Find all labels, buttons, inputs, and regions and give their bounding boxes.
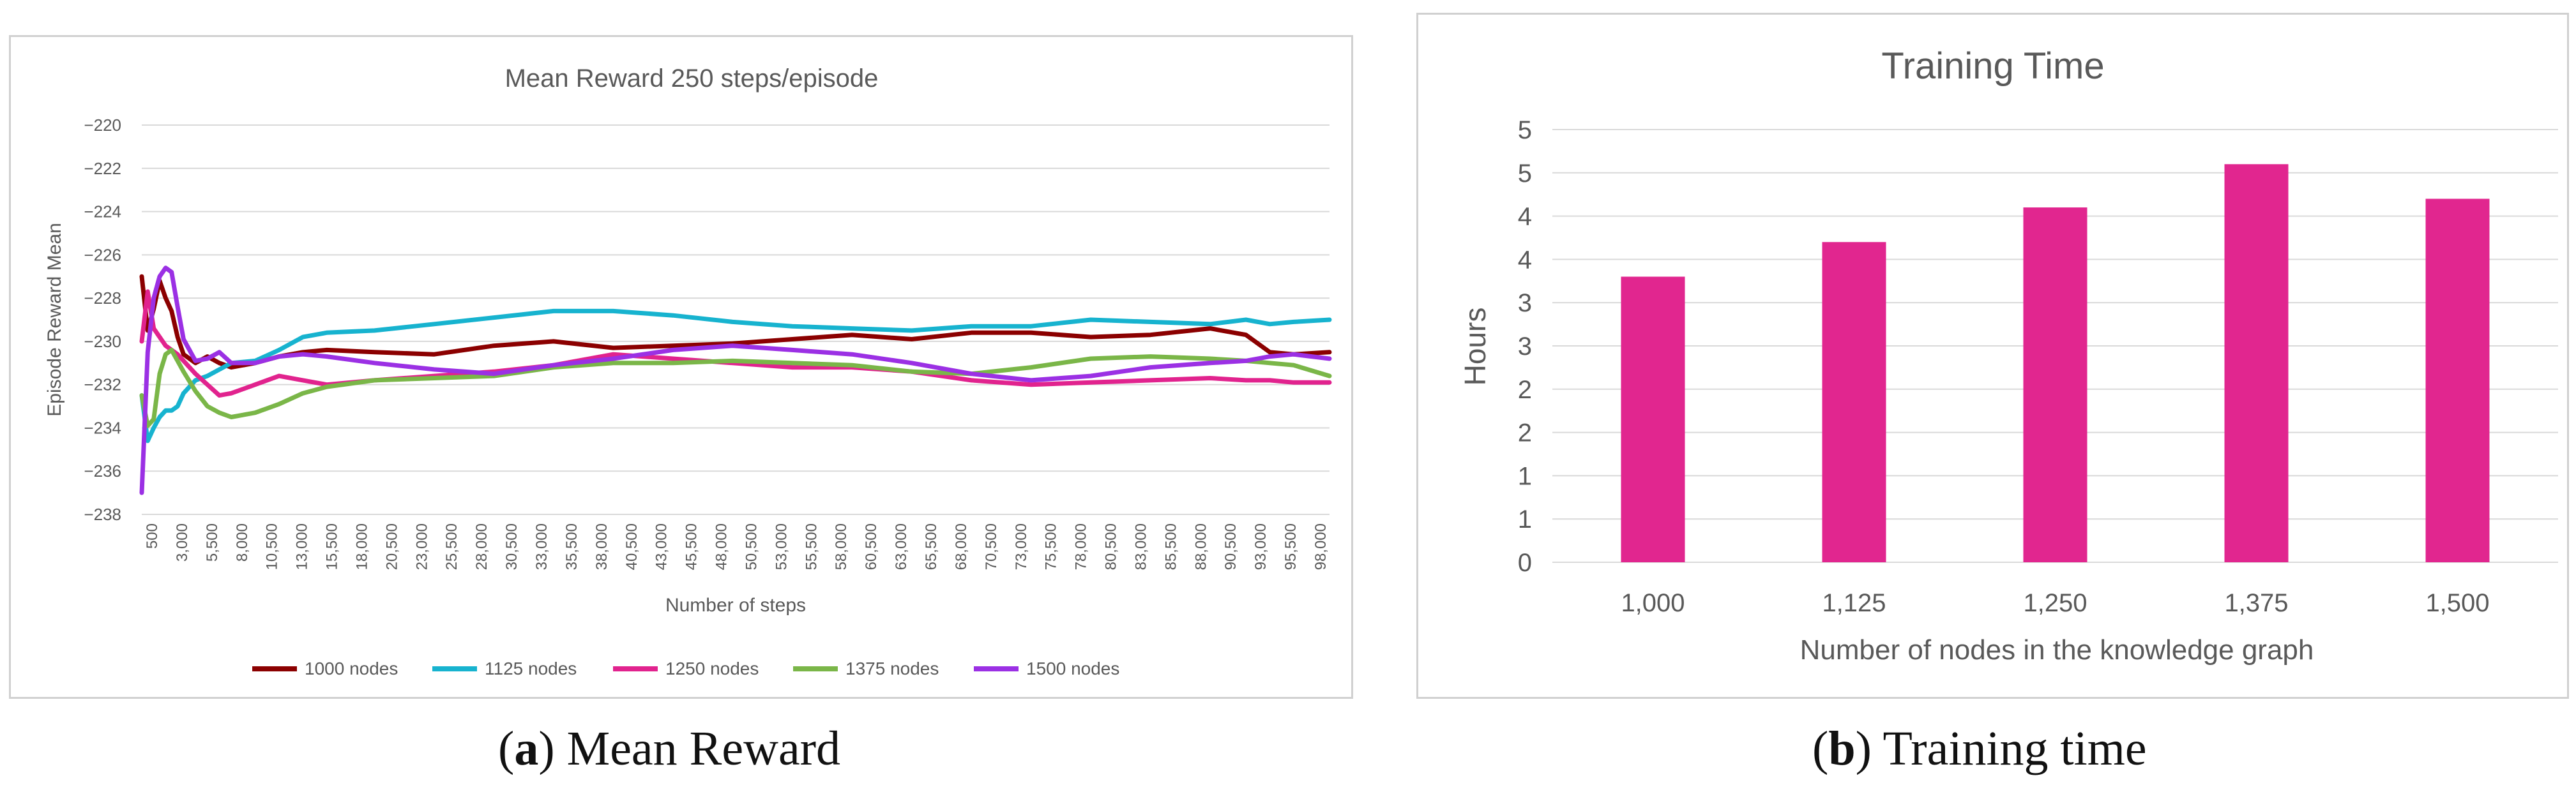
x-tick-label: 58,000 <box>833 523 850 570</box>
y-tick-label: −232 <box>84 375 121 394</box>
y-tick-label: 0 <box>1518 549 1532 577</box>
x-tick-label: 1,250 <box>2023 589 2087 617</box>
x-tick-label: 10,500 <box>264 523 281 570</box>
bar <box>2425 198 2490 563</box>
y-tick-label: 5 <box>1518 160 1532 188</box>
x-tick-label: 55,500 <box>803 523 820 570</box>
y-tick-label: 3 <box>1518 332 1532 361</box>
y-tick-label: −220 <box>84 116 121 135</box>
x-tick-label: 63,000 <box>893 523 910 570</box>
caption-b: (b) Training time <box>1812 722 2147 775</box>
x-tick-label: 50,500 <box>743 523 760 570</box>
caption-b-label: b <box>1828 722 1856 775</box>
x-tick-label: 8,000 <box>234 523 251 562</box>
training-time-chart: Training Time 0 1 1 2 2 3 3 4 4 5 5 1,000 1,125 1,250 1… <box>1458 45 2558 666</box>
x-tick-label: 68,000 <box>953 523 970 570</box>
bar <box>2224 164 2289 562</box>
y-tick-label: 2 <box>1518 376 1532 404</box>
x-tick-label: 70,500 <box>983 523 1000 570</box>
x-axis-label: Number of steps <box>665 595 806 616</box>
x-tick-label: 65,500 <box>923 523 940 570</box>
x-tick-label: 500 <box>144 523 161 549</box>
x-tick-label: 30,500 <box>503 523 520 570</box>
x-tick-label: 13,000 <box>294 523 311 570</box>
legend-label: 1250 nodes <box>665 659 759 678</box>
x-tick-label: 38,000 <box>593 523 610 570</box>
bar <box>1822 242 1886 562</box>
caption-a: (a) Mean Reward <box>498 722 841 775</box>
bar <box>1621 276 1685 562</box>
y-tick-label: −224 <box>84 202 121 221</box>
series-line <box>139 265 1332 495</box>
x-tick-label: 53,000 <box>773 523 790 570</box>
y-tick-label: −238 <box>84 505 121 524</box>
x-tick-label: 35,500 <box>563 523 580 570</box>
x-tick-label: 3,000 <box>174 523 191 562</box>
x-tick-label: 60,500 <box>863 523 880 570</box>
x-tick-label: 40,500 <box>623 523 640 570</box>
x-tick-label: 95,500 <box>1282 523 1299 570</box>
legend-label: 1375 nodes <box>845 659 939 678</box>
bar <box>2023 207 2087 562</box>
y-tick-label: −236 <box>84 461 121 481</box>
y-tick-label: −222 <box>84 159 121 178</box>
y-tick-label: 2 <box>1518 419 1532 447</box>
x-tick-label: 15,500 <box>324 523 341 570</box>
y-tick-label: 5 <box>1518 116 1532 144</box>
x-tick-label: 80,500 <box>1103 523 1120 570</box>
x-tick-label: 1,500 <box>2425 589 2489 617</box>
series-line <box>139 274 1332 370</box>
legend-label: 1000 nodes <box>305 659 398 678</box>
x-tick-label: 85,500 <box>1162 523 1179 570</box>
y-tick-label: 1 <box>1518 505 1532 534</box>
x-tick-label: 48,000 <box>713 523 731 570</box>
x-tick-label: 98,000 <box>1312 523 1330 570</box>
y-tick-label: −230 <box>84 332 121 351</box>
y-tick-label: 3 <box>1518 289 1532 317</box>
x-tick-label: 20,500 <box>383 523 400 570</box>
chart-title: Training Time <box>1881 45 2104 87</box>
training-time-chart-panel: Training Time 0 1 1 2 2 3 3 4 4 5 5 1,000 1,125 1,250 1… <box>1416 13 2569 699</box>
x-tick-label: 1,375 <box>2224 589 2288 617</box>
y-tick-label: −226 <box>84 245 121 264</box>
x-tick-label: 18,000 <box>353 523 370 570</box>
caption-a-label: a <box>514 722 539 775</box>
y-tick-label: −228 <box>84 288 121 308</box>
x-tick-label: 75,500 <box>1043 523 1060 570</box>
x-tick-label: 25,500 <box>443 523 460 570</box>
series-line <box>139 347 1332 428</box>
y-tick-label: 1 <box>1518 462 1532 490</box>
x-tick-label: 23,000 <box>413 523 430 570</box>
mean-reward-chart: Mean Reward 250 steps/episode −220 −222 −22… <box>44 64 1332 678</box>
y-tick-label: 4 <box>1518 246 1532 274</box>
x-tick-label: 88,000 <box>1192 523 1209 570</box>
x-axis-label: Number of nodes in the knowledge graph <box>1800 634 2314 666</box>
x-tick-label: 90,500 <box>1222 523 1239 570</box>
x-tick-label: 78,000 <box>1073 523 1090 570</box>
x-tick-label: 73,000 <box>1013 523 1030 570</box>
x-tick-label: 1,000 <box>1621 589 1685 617</box>
series-line <box>139 308 1332 444</box>
y-axis-label: Episode Reward Mean <box>44 223 65 417</box>
legend-label: 1500 nodes <box>1026 659 1119 678</box>
caption-a-text: Mean Reward <box>554 722 841 775</box>
x-tick-label: 93,000 <box>1252 523 1269 570</box>
y-tick-label: −234 <box>84 418 121 437</box>
y-tick-label: 4 <box>1518 203 1532 231</box>
x-tick-label: 45,500 <box>683 523 701 570</box>
caption-b-text: Training time <box>1871 722 2147 775</box>
x-tick-label: 5,500 <box>204 523 221 562</box>
chart-title: Mean Reward 250 steps/episode <box>505 64 879 93</box>
x-tick-label: 33,000 <box>533 523 550 570</box>
x-tick-label: 28,000 <box>473 523 490 570</box>
y-axis-label: Hours <box>1458 308 1492 386</box>
x-tick-label: 83,000 <box>1132 523 1149 570</box>
legend-label: 1125 nodes <box>485 659 577 678</box>
mean-reward-chart-panel: Mean Reward 250 steps/episode −220 −222 −22… <box>9 35 1353 699</box>
x-tick-label: 43,000 <box>653 523 671 570</box>
x-tick-label: 1,125 <box>1822 589 1886 617</box>
